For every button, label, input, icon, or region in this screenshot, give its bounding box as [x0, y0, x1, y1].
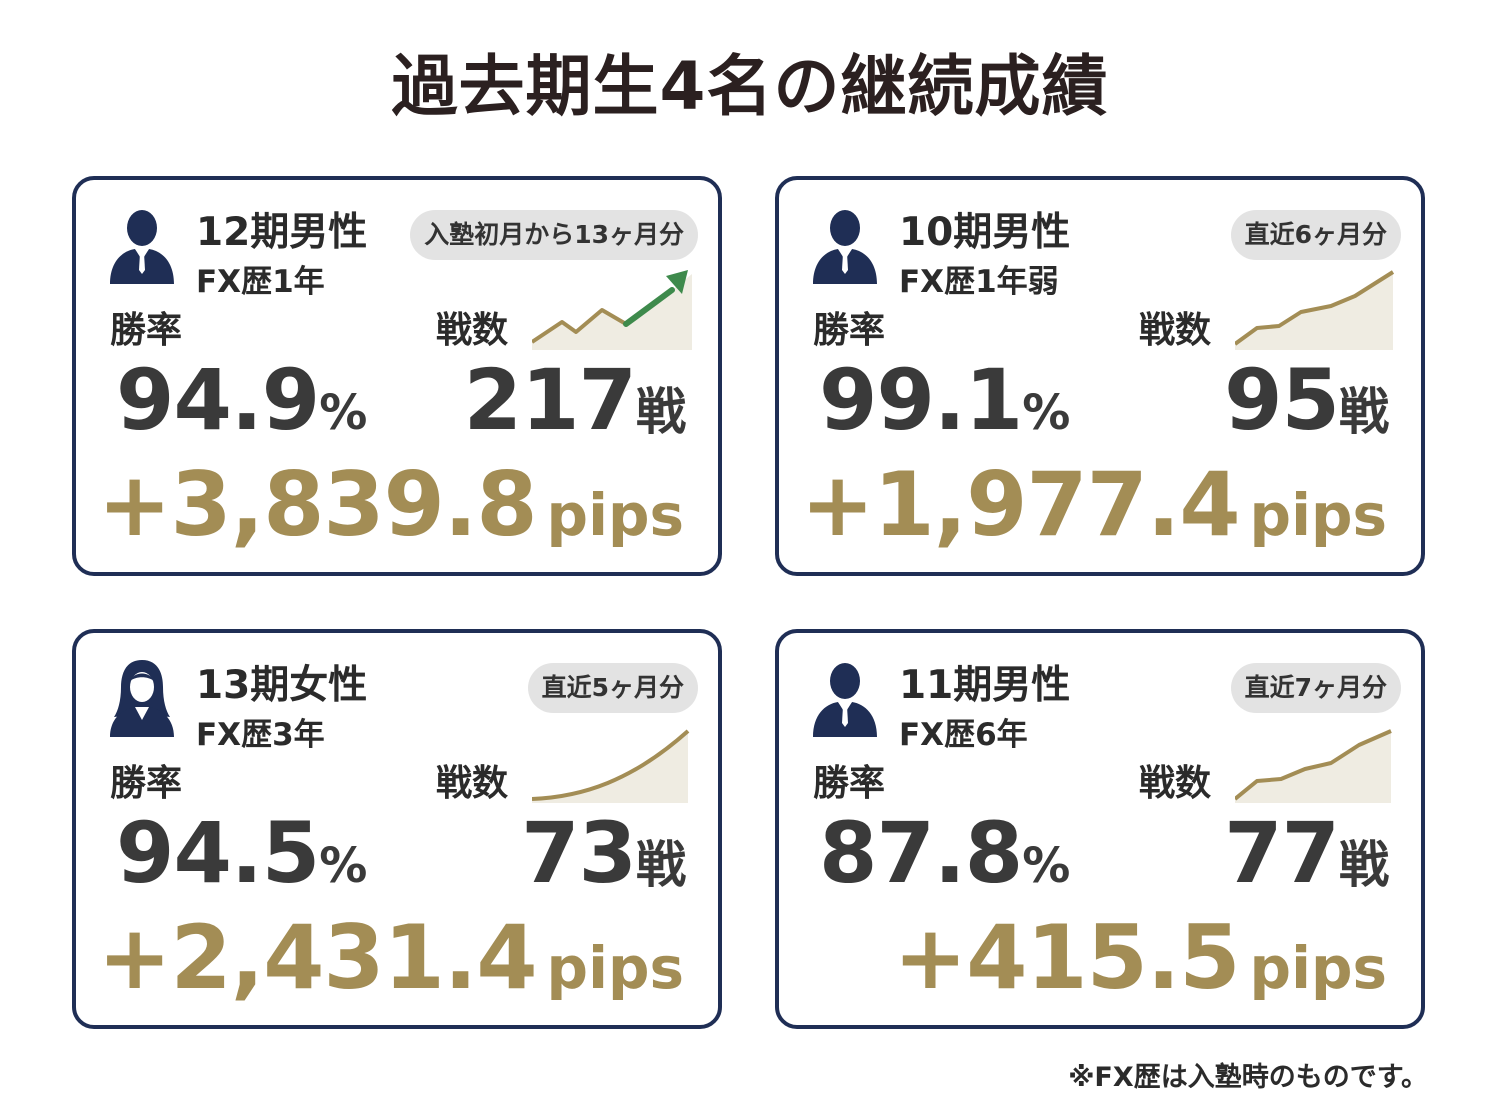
trades-label: 戦数 [1139, 310, 1212, 351]
man-suit-icon [813, 663, 877, 737]
man-suit-icon [813, 210, 877, 284]
winrate-value: 94.5% [116, 804, 368, 902]
rising-line-icon [1235, 729, 1392, 803]
zigzag-up-arrow-icon [532, 270, 692, 350]
trades-label: 戦数 [436, 310, 509, 351]
pips-value: +415.5 pips [893, 906, 1387, 1009]
footnote: ※FX歴は入塾時のものです。 [1068, 1062, 1428, 1093]
winrate-label: 勝率 [110, 310, 183, 351]
fx-history: FX歴1年 [196, 264, 325, 300]
rising-curve-icon [532, 729, 690, 803]
trades-value: 77戦 [1224, 804, 1389, 902]
winrate-value: 99.1% [819, 351, 1071, 449]
cohort-label: 10期男性 [899, 210, 1071, 255]
woman-suit-icon [110, 660, 174, 737]
cohort-label: 11期男性 [899, 663, 1071, 708]
fx-history: FX歴3年 [196, 717, 325, 753]
winrate-label: 勝率 [813, 310, 886, 351]
pips-value: +3,839.8 pips [97, 453, 684, 556]
fx-history: FX歴1年弱 [899, 264, 1059, 300]
fx-history: FX歴6年 [899, 717, 1028, 753]
result-card: 11期男性 FX歴6年 直近7ヶ月分 勝率 戦数 87.8% 77戦 +415.… [775, 629, 1425, 1029]
trades-value: 95戦 [1224, 351, 1389, 449]
result-card: 13期女性 FX歴3年 直近5ヶ月分 勝率 戦数 94.5% 73戦 +2,43… [72, 629, 722, 1029]
rising-line-icon [1235, 270, 1395, 350]
period-badge: 直近6ヶ月分 [1230, 210, 1401, 260]
trades-value: 217戦 [463, 351, 686, 449]
winrate-label: 勝率 [813, 763, 886, 804]
trades-label: 戦数 [1139, 763, 1212, 804]
pips-value: +2,431.4 pips [97, 906, 684, 1009]
pips-value: +1,977.4 pips [800, 453, 1387, 556]
winrate-value: 87.8% [819, 804, 1071, 902]
winrate-value: 94.9% [116, 351, 368, 449]
period-badge: 直近5ヶ月分 [527, 663, 698, 713]
winrate-label: 勝率 [110, 763, 183, 804]
trades-value: 73戦 [521, 804, 686, 902]
trades-label: 戦数 [436, 763, 509, 804]
man-suit-icon [110, 210, 174, 284]
cohort-label: 12期男性 [196, 210, 368, 255]
period-badge: 直近7ヶ月分 [1230, 663, 1401, 713]
period-badge: 入塾初月から13ヶ月分 [410, 210, 698, 260]
result-card: 10期男性 FX歴1年弱 直近6ヶ月分 勝率 戦数 99.1% 95戦 +1,9… [775, 176, 1425, 576]
cohort-label: 13期女性 [196, 663, 368, 708]
result-card: 12期男性 FX歴1年 入塾初月から13ヶ月分 勝率 戦数 94.9% 217戦… [72, 176, 722, 576]
page-title: 過去期生4名の継続成績 [391, 48, 1109, 125]
